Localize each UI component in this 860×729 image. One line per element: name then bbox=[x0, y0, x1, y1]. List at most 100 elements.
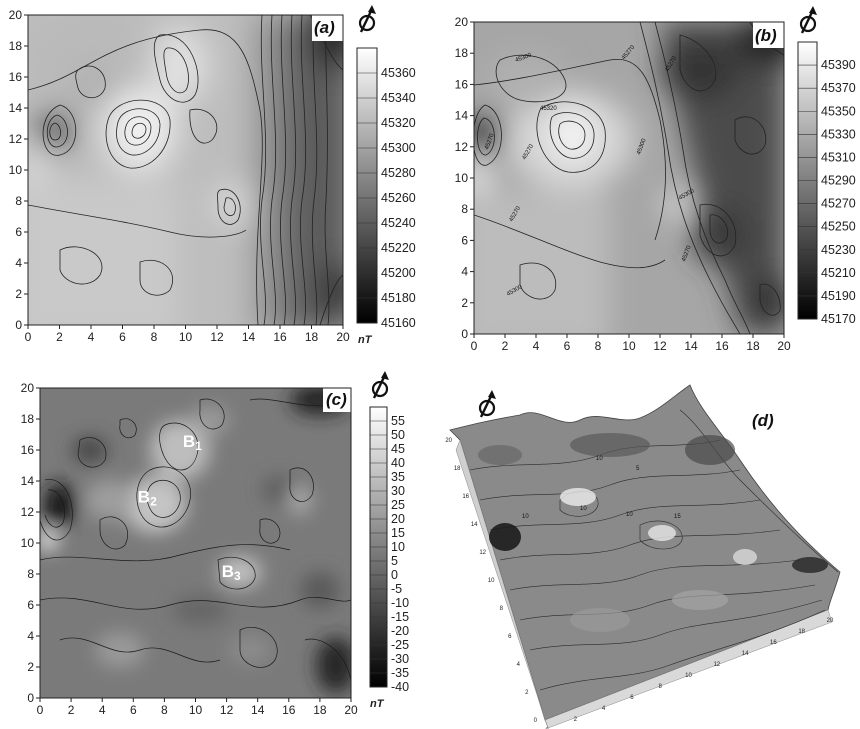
colorbar-tick-label: 0 bbox=[391, 568, 398, 582]
colorbar-tick-label: 20 bbox=[391, 512, 405, 526]
x-tick-label: 8 bbox=[161, 703, 168, 717]
x-tick-label: 8 bbox=[151, 330, 158, 344]
panel-c-colorbar-ticks: 5550454035302520151050-5-10-15-20-25-30-… bbox=[391, 414, 409, 694]
y-tick-label: 18 bbox=[21, 412, 35, 426]
surface-contour-label: 10 bbox=[580, 506, 587, 512]
colorbar-tick-label: 25 bbox=[391, 498, 405, 512]
x-tick-label: 18 bbox=[305, 330, 319, 344]
x-tick-label: 4 bbox=[99, 703, 106, 717]
panel-c-label: (c) bbox=[326, 390, 347, 409]
y-tick-label: 8 bbox=[461, 202, 468, 216]
panel-c-axes: 0 2 4 6 8 10 12 14 16 18 20 0 2 4 6 8 10 12 14 16 18 20 bbox=[21, 381, 358, 717]
y-tick-label: 12 bbox=[21, 505, 35, 519]
colorbar-tick-label: -20 bbox=[391, 624, 409, 638]
y-tick-label: 18 bbox=[9, 39, 23, 53]
surface-y-tick-label: 12 bbox=[479, 550, 486, 556]
panel-c-anomaly-labels: B1 B2 B3 bbox=[138, 432, 241, 583]
colorbar-tick-label: 45390 bbox=[821, 58, 856, 72]
surface-x-tick-label: 8 bbox=[659, 684, 663, 690]
y-tick-label: 16 bbox=[9, 70, 23, 84]
y-tick-label: 8 bbox=[27, 567, 34, 581]
y-tick-label: 2 bbox=[15, 287, 22, 301]
y-tick-label: 14 bbox=[9, 101, 23, 115]
colorbar-tick-label: 50 bbox=[391, 428, 405, 442]
colorbar-tick-label: 45330 bbox=[821, 127, 856, 141]
panel-c-colorbar-bands bbox=[370, 406, 387, 688]
colorbar-tick-label: -30 bbox=[391, 652, 409, 666]
x-tick-label: 0 bbox=[25, 330, 32, 344]
y-tick-label: 10 bbox=[455, 171, 469, 185]
y-tick-label: 4 bbox=[461, 265, 468, 279]
y-tick-label: 14 bbox=[21, 474, 35, 488]
x-tick-label: 6 bbox=[564, 339, 571, 353]
panel-b-label: (b) bbox=[755, 26, 777, 45]
y-tick-label: 8 bbox=[15, 194, 22, 208]
colorbar-tick-label: 45350 bbox=[821, 104, 856, 118]
x-tick-label: 4 bbox=[533, 339, 540, 353]
x-tick-label: 20 bbox=[344, 703, 358, 717]
panel-b-colorbar-bands bbox=[798, 41, 817, 320]
panel-c-north-arrow-icon bbox=[371, 369, 391, 400]
colorbar-tick-label: 45210 bbox=[821, 266, 856, 280]
surface-y-tick-label: 10 bbox=[488, 578, 495, 584]
y-tick-label: 18 bbox=[455, 46, 469, 60]
colorbar-tick-label: 40 bbox=[391, 456, 405, 470]
x-tick-label: 6 bbox=[130, 703, 137, 717]
x-tick-label: 10 bbox=[179, 330, 193, 344]
colorbar-tick-label: 45370 bbox=[821, 81, 856, 95]
x-tick-label: 10 bbox=[622, 339, 636, 353]
panel-d-surface bbox=[449, 384, 841, 721]
colorbar-tick-label: -5 bbox=[391, 582, 402, 596]
surface-y-tick-label: 6 bbox=[508, 634, 512, 640]
contour-label: 45270 bbox=[681, 244, 693, 262]
x-tick-label: 0 bbox=[37, 703, 44, 717]
panel-a-colorbar bbox=[356, 47, 378, 324]
surface-y-tick-label: 16 bbox=[462, 494, 469, 500]
x-tick-label: 2 bbox=[502, 339, 509, 353]
surface-x-tick-label: 6 bbox=[630, 695, 634, 701]
panel-c-map bbox=[40, 388, 351, 698]
x-tick-label: 6 bbox=[119, 330, 126, 344]
x-tick-label: 14 bbox=[684, 339, 698, 353]
surface-x-tick-label: 16 bbox=[770, 640, 777, 646]
y-tick-label: 16 bbox=[455, 77, 469, 91]
x-tick-label: 20 bbox=[336, 330, 350, 344]
surface-y-tick-label: 0 bbox=[534, 718, 538, 724]
contour-label: 45300 bbox=[636, 137, 648, 155]
x-tick-label: 16 bbox=[715, 339, 729, 353]
panel-a: (a) 0 2 4 6 8 10 12 14 16 18 20 0 2 4 6 8 10 12 14 16 18 20 4… bbox=[9, 3, 416, 346]
colorbar-tick-label: 45260 bbox=[381, 191, 416, 205]
panel-a-colorbar-bands bbox=[357, 47, 377, 324]
y-tick-label: 4 bbox=[27, 629, 34, 643]
colorbar-tick-label: -35 bbox=[391, 666, 409, 680]
colorbar-tick-label: 45 bbox=[391, 442, 405, 456]
x-tick-label: 18 bbox=[746, 339, 760, 353]
x-tick-label: 2 bbox=[68, 703, 75, 717]
x-tick-label: 12 bbox=[653, 339, 667, 353]
y-tick-label: 14 bbox=[455, 109, 469, 123]
surface-x-tick-label: 10 bbox=[685, 673, 692, 679]
panel-a-north-arrow-icon bbox=[358, 3, 378, 34]
colorbar-tick-label: 55 bbox=[391, 414, 405, 428]
y-tick-label: 20 bbox=[455, 15, 469, 29]
x-tick-label: 18 bbox=[313, 703, 327, 717]
contour-label: 45270 bbox=[484, 132, 496, 150]
y-tick-label: 2 bbox=[27, 660, 34, 674]
surface-x-tick-label: 4 bbox=[602, 706, 606, 712]
panel-a-colorbar-unit: nT bbox=[358, 334, 373, 346]
y-tick-label: 16 bbox=[21, 443, 35, 457]
surface-y-tick-label: 18 bbox=[454, 466, 461, 472]
panel-c: (c) B1 B2 B3 0 2 4 6 8 10 12 14 16 18 20 0 2 4 6 8 10 12 14 1… bbox=[21, 369, 409, 717]
colorbar-tick-label: 45200 bbox=[381, 266, 416, 280]
anomaly-label: B2 bbox=[138, 488, 157, 509]
panel-d-label: (d) bbox=[752, 411, 774, 430]
colorbar-tick-label: 45180 bbox=[381, 291, 416, 305]
panel-a-colorbar-ticks: 45360 45340 45320 45300 45280 45260 45240 45220… bbox=[381, 66, 416, 330]
y-tick-label: 6 bbox=[461, 233, 468, 247]
surface-y-tick-label: 4 bbox=[517, 662, 521, 668]
x-tick-label: 16 bbox=[273, 330, 287, 344]
colorbar-tick-label: 5 bbox=[391, 554, 398, 568]
